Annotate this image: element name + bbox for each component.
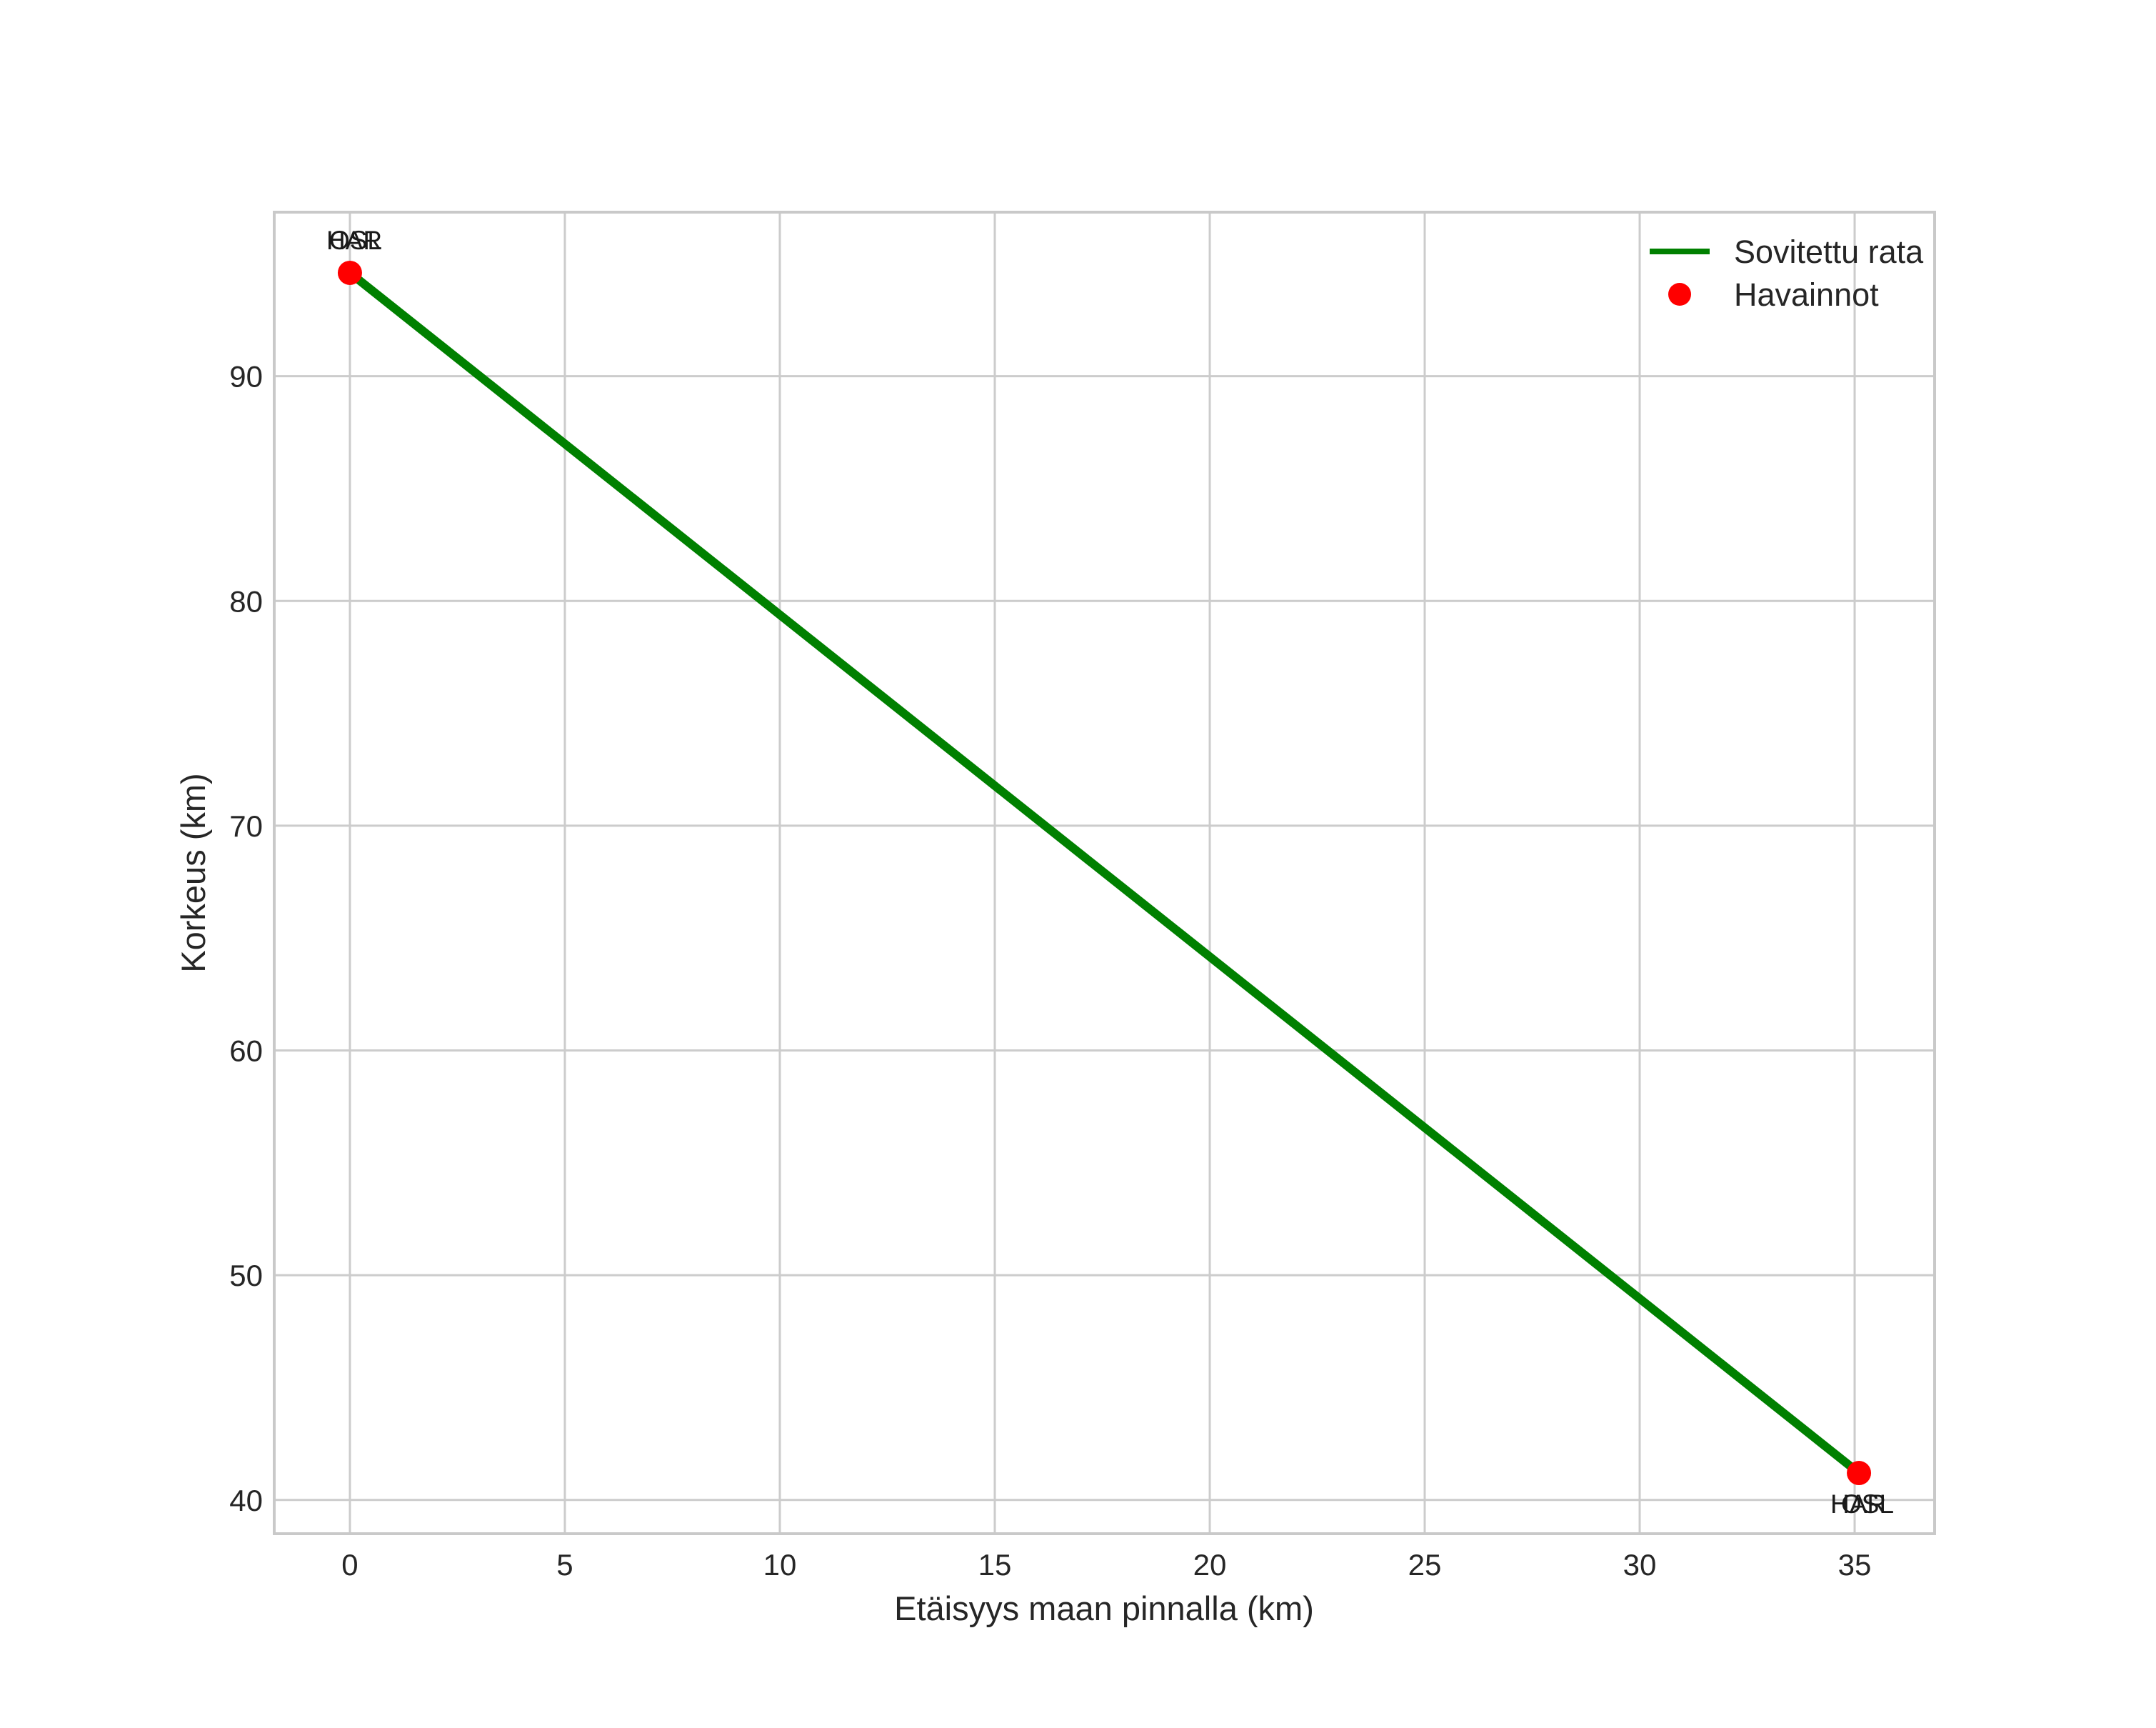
observation-point: [1847, 1461, 1872, 1486]
observation-point: [337, 260, 362, 285]
x-tick-label: 10: [763, 1548, 797, 1582]
x-tick-label: 5: [556, 1548, 573, 1582]
station-label: HAR: [326, 226, 382, 255]
series-layer: [337, 260, 1872, 1486]
plot-border: [273, 211, 1936, 1535]
legend-item-fitted-line: Sovitettu rata: [1650, 230, 1923, 273]
legend-item-observations: Havainnot: [1650, 273, 1923, 316]
station-label: OSL: [1841, 1489, 1894, 1519]
legend-label-observations: Havainnot: [1734, 276, 1879, 313]
tick-layer: 0 5 10 15 20 25 30 35 40 50 60 70 80 90: [229, 360, 1871, 1582]
x-tick-label: 15: [978, 1548, 1012, 1582]
y-tick-label: 70: [229, 809, 263, 843]
station-label: OSL: [329, 226, 382, 255]
y-tick-label: 80: [229, 584, 263, 618]
station-label: HAR: [1830, 1489, 1886, 1519]
y-tick-label: 60: [229, 1034, 263, 1068]
x-tick-label: 0: [341, 1548, 358, 1582]
x-tick-label: 35: [1838, 1548, 1872, 1582]
legend: Sovitettu rata Havainnot: [1650, 230, 1923, 316]
x-tick-label: 25: [1408, 1548, 1442, 1582]
x-axis-label: Etäisyys maan pinnalla (km): [894, 1589, 1314, 1627]
grid-layer: [274, 212, 1935, 1534]
legend-swatch-box: [1650, 283, 1710, 306]
x-tick-label: 30: [1623, 1548, 1657, 1582]
y-axis-label: Korkeus (km): [174, 773, 212, 972]
x-tick-label: 20: [1193, 1548, 1227, 1582]
legend-dot-swatch: [1668, 283, 1691, 306]
fitted-trajectory-line: [345, 268, 1864, 1478]
y-tick-label: 90: [229, 360, 263, 394]
legend-label-fitted-line: Sovitettu rata: [1734, 233, 1924, 270]
y-tick-label: 50: [229, 1259, 263, 1292]
y-tick-label: 40: [229, 1484, 263, 1517]
legend-line-swatch: [1650, 249, 1710, 254]
legend-swatch-box: [1650, 249, 1710, 254]
